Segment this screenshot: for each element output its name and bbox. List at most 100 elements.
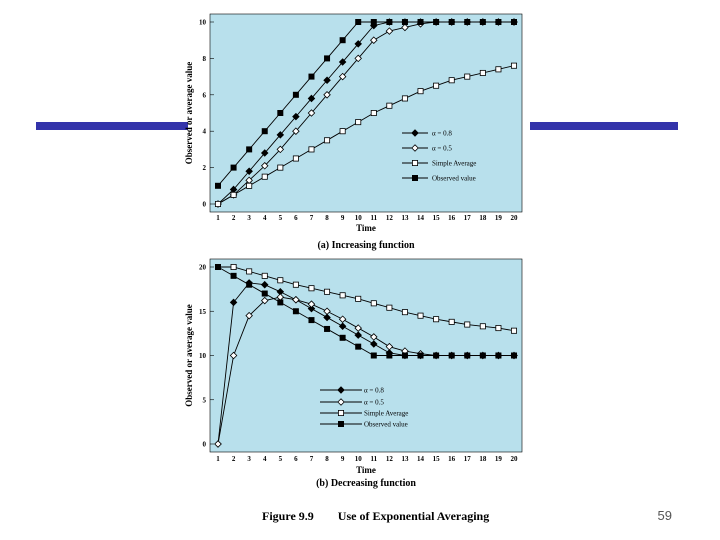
data-point-0-2-14 [433, 82, 440, 89]
legend-label-1-2: Simple Average [364, 410, 408, 418]
data-point-0-3-10 [370, 18, 377, 25]
x-tick-label-0-6: 7 [310, 214, 314, 222]
legend-label-1-3: Observed value [364, 421, 408, 429]
data-point-1-3-11 [386, 352, 393, 359]
data-point-0-2-7 [324, 137, 331, 144]
x-tick-label-0-8: 9 [341, 214, 345, 222]
data-point-0-2-5 [292, 155, 299, 162]
x-tick-label-1-4: 5 [279, 455, 283, 463]
data-point-0-3-7 [324, 55, 331, 62]
x-tick-label-1-12: 13 [401, 455, 409, 463]
data-point-0-2-11 [386, 102, 393, 109]
x-tick-label-0-7: 8 [325, 214, 329, 222]
data-point-1-1-0 [214, 440, 222, 448]
data-point-1-3-10 [370, 352, 377, 359]
data-point-0-3-14 [433, 18, 440, 25]
data-point-1-3-1 [230, 272, 237, 279]
legend-label-1-0: α = 0.8 [364, 387, 384, 395]
x-tick-label-1-1: 2 [232, 455, 236, 463]
data-point-1-2-19 [510, 327, 517, 334]
y-axis-label-0: Observed or average value [184, 62, 194, 165]
x-tick-label-1-7: 8 [325, 455, 329, 463]
data-point-0-1-12 [401, 23, 409, 32]
x-tick-label-1-17: 18 [479, 455, 487, 463]
y-tick-label-0-4: 8 [203, 55, 207, 63]
x-tick-label-1-18: 19 [495, 455, 503, 463]
y-tick-label-1-2: 10 [199, 352, 207, 360]
x-tick-label-0-2: 3 [247, 214, 251, 222]
data-point-1-1-2 [245, 311, 253, 320]
data-point-0-2-3 [261, 173, 268, 180]
data-point-1-2-7 [324, 288, 331, 295]
x-tick-label-0-14: 15 [433, 214, 441, 222]
legend-label-1-1: α = 0.5 [364, 399, 384, 407]
y-tick-label-1-1: 5 [203, 396, 207, 404]
data-point-0-2-19 [510, 62, 517, 69]
data-point-1-1-5 [292, 295, 300, 304]
data-point-0-3-6 [308, 73, 315, 80]
chart-caption-0: (a) Increasing function [317, 240, 414, 251]
legend-marker-1-2 [337, 409, 344, 416]
y-tick-label-1-3: 15 [199, 308, 207, 316]
data-point-0-0-7 [323, 76, 331, 85]
data-point-1-2-11 [386, 304, 393, 311]
data-point-1-2-10 [370, 300, 377, 307]
slide-number: 59 [657, 508, 672, 523]
data-point-0-2-4 [277, 164, 284, 171]
data-point-1-2-4 [277, 277, 284, 284]
x-tick-label-1-14: 15 [433, 455, 441, 463]
data-point-1-3-3 [261, 290, 268, 297]
data-point-0-3-1 [230, 164, 237, 171]
x-tick-label-1-8: 9 [341, 455, 345, 463]
figure-label: Figure 9.9 [262, 509, 314, 523]
data-point-1-3-16 [464, 352, 471, 359]
data-point-0-3-19 [510, 18, 517, 25]
data-point-0-1-11 [385, 27, 394, 35]
data-point-1-1-10 [370, 333, 378, 341]
data-point-0-0-9 [354, 40, 362, 48]
x-tick-label-0-1: 2 [232, 214, 236, 222]
data-point-1-3-6 [308, 317, 315, 324]
data-point-1-0-1 [229, 298, 238, 307]
data-point-1-3-9 [355, 343, 362, 350]
x-tick-label-0-11: 12 [386, 214, 394, 222]
data-point-1-3-7 [324, 325, 331, 332]
data-point-0-3-3 [261, 128, 268, 135]
data-point-0-1-8 [338, 72, 347, 81]
data-point-1-3-17 [479, 352, 486, 359]
data-point-0-3-15 [448, 18, 455, 25]
data-point-0-2-6 [308, 146, 315, 153]
x-tick-label-0-10: 11 [370, 214, 377, 222]
legend-label-0-2: Simple Average [432, 160, 476, 168]
x-tick-label-1-3: 4 [263, 455, 267, 463]
data-point-1-0-6 [307, 304, 316, 313]
data-point-1-0-9 [354, 331, 362, 339]
x-tick-label-1-11: 12 [386, 455, 394, 463]
data-point-0-3-17 [479, 18, 486, 25]
x-tick-label-0-17: 18 [479, 214, 487, 222]
data-point-0-3-12 [401, 18, 408, 25]
data-point-1-3-15 [448, 352, 455, 359]
legend-marker-1-3 [337, 420, 344, 427]
x-tick-label-0-13: 14 [417, 214, 425, 222]
x-tick-label-1-16: 17 [464, 455, 472, 463]
data-point-0-0-2 [245, 167, 253, 176]
data-point-1-2-16 [464, 321, 471, 328]
data-point-0-1-10 [370, 36, 378, 44]
x-tick-label-0-5: 6 [294, 214, 298, 222]
x-tick-label-0-3: 4 [263, 214, 267, 222]
legend-marker-1-0 [337, 386, 345, 394]
data-point-1-2-2 [246, 268, 253, 275]
data-point-1-2-12 [401, 309, 408, 316]
data-point-1-3-2 [246, 281, 253, 288]
data-point-1-3-13 [417, 352, 424, 359]
data-point-0-2-13 [417, 88, 424, 95]
data-point-0-2-17 [479, 69, 486, 76]
data-point-0-2-2 [246, 182, 253, 189]
legend-marker-0-0 [411, 129, 419, 137]
data-point-0-2-1 [230, 191, 237, 198]
data-point-1-1-9 [354, 324, 362, 332]
x-tick-label-1-6: 7 [310, 455, 314, 463]
y-tick-label-0-1: 2 [203, 164, 207, 172]
data-point-0-3-11 [386, 18, 393, 25]
